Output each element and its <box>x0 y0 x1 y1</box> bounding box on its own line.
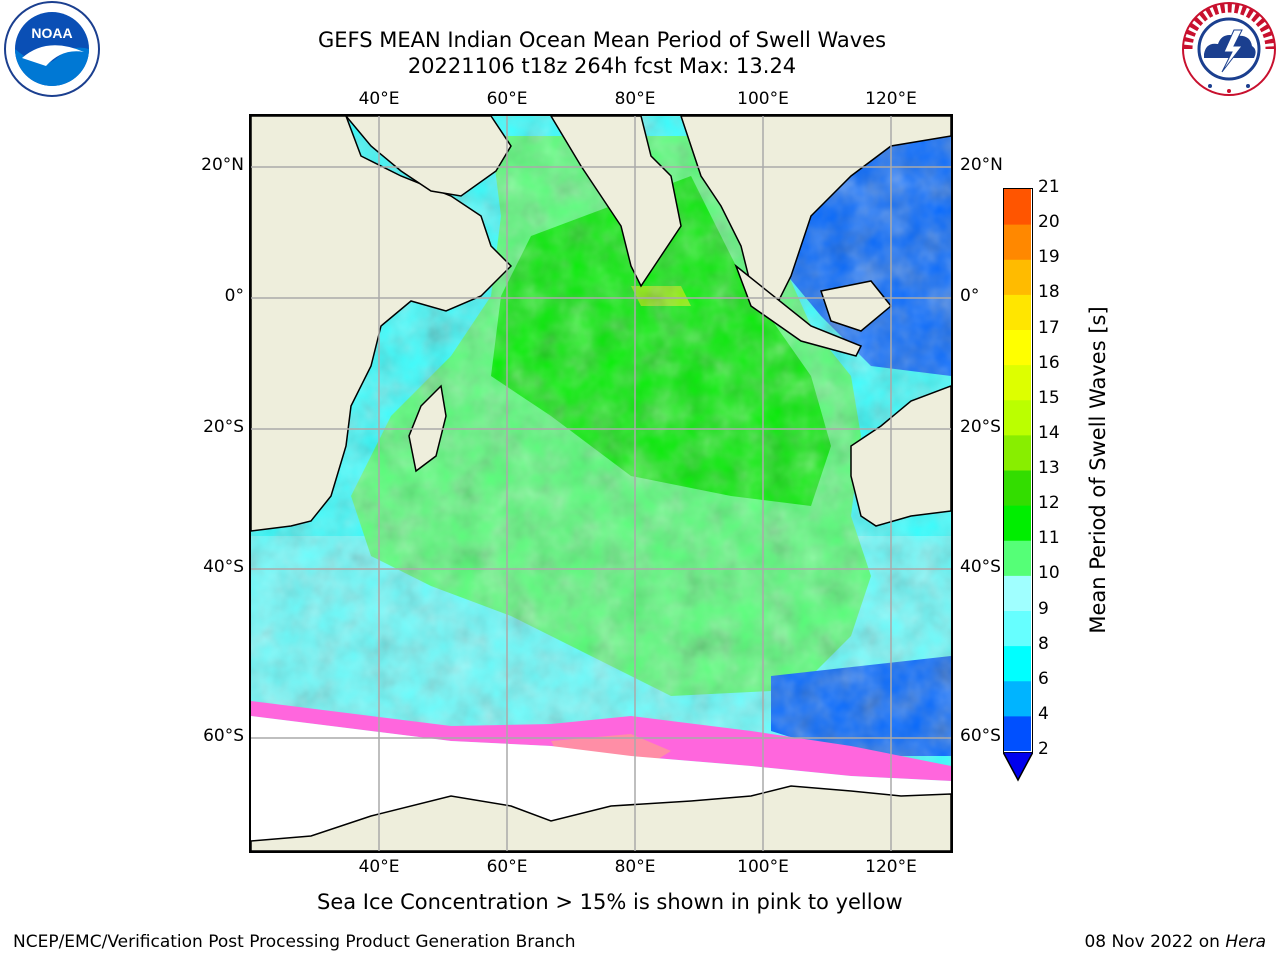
colorbar-segment <box>1004 505 1031 541</box>
lat-label-left: 40°S <box>203 557 244 577</box>
land-india <box>550 116 682 288</box>
colorbar-tick-label: 2 <box>1038 739 1049 759</box>
lat-label-left: 20°S <box>203 417 244 437</box>
colorbar-tick-label: 18 <box>1038 282 1060 303</box>
colorbar-tick-label: 10 <box>1038 563 1060 584</box>
footer-host: Hera <box>1225 932 1266 952</box>
colorbar-segment <box>1004 224 1031 260</box>
colorbar-tick-label: 15 <box>1038 387 1060 408</box>
land-indonesia <box>734 263 863 357</box>
land-borneo <box>820 280 893 332</box>
colorbar-tick-label: 20 <box>1038 212 1060 233</box>
colorbar-label: Mean Period of Swell Waves [s] <box>1086 306 1110 634</box>
footer-branch: NCEP/EMC/Verification Post Processing Pr… <box>13 932 576 952</box>
lon-label-bottom: 60°E <box>486 857 528 877</box>
footer-date-text: 08 Nov 2022 on <box>1084 932 1226 952</box>
colorbar-tick-label: 4 <box>1038 703 1049 724</box>
colorbar-segment <box>1004 645 1031 682</box>
lon-label-top: 40°E <box>358 89 400 109</box>
land-arabia <box>345 116 512 197</box>
land-antarctica <box>251 785 951 851</box>
lon-label-bottom: 100°E <box>737 857 789 877</box>
colorbar-segment <box>1004 575 1031 611</box>
colorbar-segment <box>1004 540 1031 576</box>
colorbar-tick-label: 9 <box>1038 598 1049 619</box>
colorbar-tick-label: 17 <box>1038 317 1060 338</box>
lat-label-right: 60°S <box>960 726 1001 746</box>
lat-label-right: 40°S <box>960 557 1001 577</box>
colorbar-tick-label: 8 <box>1038 633 1049 654</box>
land-australia <box>850 385 951 527</box>
colorbar-tick-label: 6 <box>1038 668 1049 689</box>
map-panel <box>249 114 953 853</box>
colorbar-tick-label: 19 <box>1038 247 1060 268</box>
colorbar-extend-arrow <box>1003 752 1033 782</box>
colorbar-segment <box>1004 610 1031 647</box>
colorbar-gradient <box>1004 189 1031 752</box>
lon-label-top: 100°E <box>737 89 789 109</box>
chart-title: GEFS MEAN Indian Ocean Mean Period of Sw… <box>317 28 887 52</box>
chart-subtitle: 20221106 t18z 264h fcst Max: 13.24 <box>407 54 797 78</box>
nws-logo <box>1180 0 1278 98</box>
colorbar <box>1003 188 1033 753</box>
footer-date: 08 Nov 2022 on Hera <box>1084 932 1266 952</box>
land-africa <box>251 116 513 532</box>
colorbar-segment <box>1004 294 1031 330</box>
land-southeast-asia <box>680 116 951 318</box>
colorbar-segment <box>1004 259 1031 295</box>
sea-ice-note: Sea Ice Concentration > 15% is shown in … <box>317 890 903 914</box>
nws-logo-icon <box>1182 2 1276 96</box>
colorbar-tick-label: 16 <box>1038 352 1060 373</box>
noaa-logo: NOAA <box>2 0 102 98</box>
colorbar-tick-label: 12 <box>1038 493 1060 514</box>
lon-label-top: 120°E <box>865 89 917 109</box>
colorbar-segment <box>1004 715 1031 752</box>
colorbar-segment <box>1004 399 1031 436</box>
lat-label-right: 20°S <box>960 417 1001 437</box>
map-canvas <box>251 116 951 851</box>
graticule <box>251 116 951 851</box>
noaa-logo-icon: NOAA <box>4 1 100 97</box>
lat-label-left: 60°S <box>203 726 244 746</box>
colorbar-tick-label: 21 <box>1038 177 1060 197</box>
lat-label-left: 20°N <box>201 155 244 175</box>
colorbar-segment <box>1004 434 1031 471</box>
colorbar-tick-label: 13 <box>1038 458 1060 478</box>
lon-label-bottom: 40°E <box>358 857 400 877</box>
svg-text:NOAA: NOAA <box>31 25 72 41</box>
colorbar-tick-label: 11 <box>1038 528 1060 549</box>
colorbar-segment <box>1004 364 1031 401</box>
lat-label-left: 0° <box>224 286 244 306</box>
lon-label-top: 80°E <box>614 89 656 109</box>
colorbar-segment <box>1004 680 1031 717</box>
colorbar-tick-label: 14 <box>1038 422 1060 443</box>
lon-label-bottom: 120°E <box>865 857 917 877</box>
colorbar-segment <box>1004 470 1031 506</box>
lat-label-right: 20°N <box>960 155 1003 175</box>
colorbar-segment <box>1004 329 1031 366</box>
lon-label-top: 60°E <box>486 89 528 109</box>
lat-label-right: 0° <box>960 286 980 306</box>
lon-label-bottom: 80°E <box>614 857 656 877</box>
colorbar-segment <box>1004 189 1031 225</box>
